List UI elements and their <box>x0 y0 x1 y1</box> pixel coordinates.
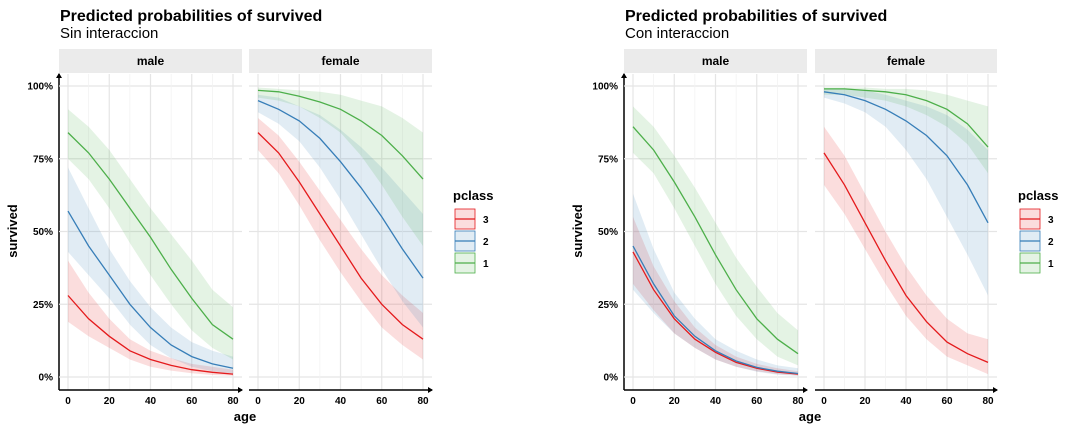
legend-label: 1 <box>483 259 489 270</box>
legend-label: 2 <box>1048 237 1054 248</box>
y-tick-label: 0% <box>39 373 54 384</box>
x-tick-label: 60 <box>751 396 763 407</box>
legend-title: pclass <box>453 188 493 203</box>
y-tick-label: 50% <box>598 227 618 238</box>
ci-band-pclass-2 <box>258 94 423 328</box>
x-tick-label: 60 <box>186 396 198 407</box>
x-tick-label: 40 <box>900 396 912 407</box>
chart-title: Predicted probabilities of survived <box>625 8 887 25</box>
series-line-pclass-3 <box>257 132 424 340</box>
x-tick-label: 20 <box>294 396 306 407</box>
facet-strip <box>815 49 997 73</box>
ci-band-pclass-1 <box>633 106 798 366</box>
x-tick-label: 60 <box>941 396 953 407</box>
y-axis-label: survived <box>570 204 585 258</box>
series-line-pclass-2 <box>257 100 424 279</box>
x-axis-arrow <box>238 387 243 393</box>
facet-strip <box>624 49 807 73</box>
y-axis-label: survived <box>5 204 20 258</box>
x-tick-label: 40 <box>710 396 722 407</box>
ci-band-pclass-1 <box>68 109 233 360</box>
x-tick-label: 80 <box>417 396 429 407</box>
x-tick-label: 40 <box>335 396 347 407</box>
ci-band-pclass-3 <box>68 260 233 376</box>
panel-male: male 0 20 40 60 80 <box>59 49 243 407</box>
legend-title: pclass <box>1018 188 1058 203</box>
legend-label: 1 <box>1048 259 1054 270</box>
series-line-pclass-1 <box>824 88 989 148</box>
series-line-pclass-1 <box>632 126 799 355</box>
x-tick-label: 80 <box>227 396 239 407</box>
series-line-pclass-3 <box>67 295 234 375</box>
y-axis-arrow <box>56 73 62 78</box>
panel-male: male 0 20 40 60 80 <box>624 49 808 407</box>
chart-title: Predicted probabilities of survived <box>60 8 322 25</box>
x-axis-arrow <box>803 387 808 393</box>
y-tick-label: 25% <box>598 300 618 311</box>
x-tick-label: 0 <box>65 396 71 407</box>
series-line-pclass-2 <box>632 245 799 375</box>
facet-strip <box>249 49 432 73</box>
panel-female: female 0 20 40 60 80 <box>249 49 433 407</box>
legend: pclass 3 2 1 <box>1018 188 1058 274</box>
panel-female: female 0 20 40 60 80 <box>815 49 998 407</box>
ci-band-pclass-2 <box>633 193 798 376</box>
chart-subtitle: Sin interaccion <box>60 25 158 42</box>
x-tick-label: 60 <box>376 396 388 407</box>
x-tick-label: 0 <box>630 396 636 407</box>
facet-label: female <box>321 54 359 68</box>
legend-label: 3 <box>1048 215 1054 226</box>
x-tick-label: 80 <box>982 396 994 407</box>
ci-band-pclass-3 <box>824 126 988 375</box>
x-tick-label: 20 <box>669 396 681 407</box>
x-axis-label: age <box>799 409 821 424</box>
y-axis-arrow <box>621 73 627 78</box>
facet-label: male <box>702 54 730 68</box>
series-line-pclass-3 <box>632 251 799 375</box>
facet-label: male <box>137 54 165 68</box>
x-tick-label: 20 <box>859 396 871 407</box>
facet-strip <box>59 49 242 73</box>
y-tick-label: 50% <box>33 227 53 238</box>
series-line-pclass-2 <box>67 210 234 369</box>
series-line-pclass-3 <box>823 152 989 363</box>
series-line-pclass-2 <box>823 91 989 224</box>
facet-label: female <box>887 54 925 68</box>
x-tick-label: 80 <box>792 396 804 407</box>
x-tick-label: 20 <box>104 396 116 407</box>
chart-subtitle: Con interaccion <box>625 25 729 42</box>
legend-label: 2 <box>483 237 489 248</box>
series-line-pclass-1 <box>67 132 234 340</box>
legend-label: 3 <box>483 215 489 226</box>
x-axis-arrow <box>428 387 433 393</box>
y-tick-label: 100% <box>592 82 618 93</box>
x-tick-label: 0 <box>821 396 827 407</box>
y-tick-label: 75% <box>598 154 618 165</box>
y-tick-label: 25% <box>33 300 53 311</box>
x-axis-label: age <box>234 409 256 424</box>
ci-band-pclass-2 <box>68 167 233 374</box>
series-line-pclass-1 <box>257 89 424 180</box>
legend: pclass 3 2 1 <box>453 188 493 274</box>
x-tick-label: 40 <box>145 396 157 407</box>
y-tick-label: 75% <box>33 154 53 165</box>
x-tick-label: 0 <box>255 396 261 407</box>
ci-band-pclass-2 <box>824 88 988 296</box>
y-tick-label: 100% <box>27 82 53 93</box>
ci-band-pclass-1 <box>258 87 423 246</box>
ci-band-pclass-3 <box>258 118 423 360</box>
x-axis-arrow <box>993 387 998 393</box>
ci-band-pclass-3 <box>633 216 798 376</box>
y-tick-label: 0% <box>604 373 619 384</box>
